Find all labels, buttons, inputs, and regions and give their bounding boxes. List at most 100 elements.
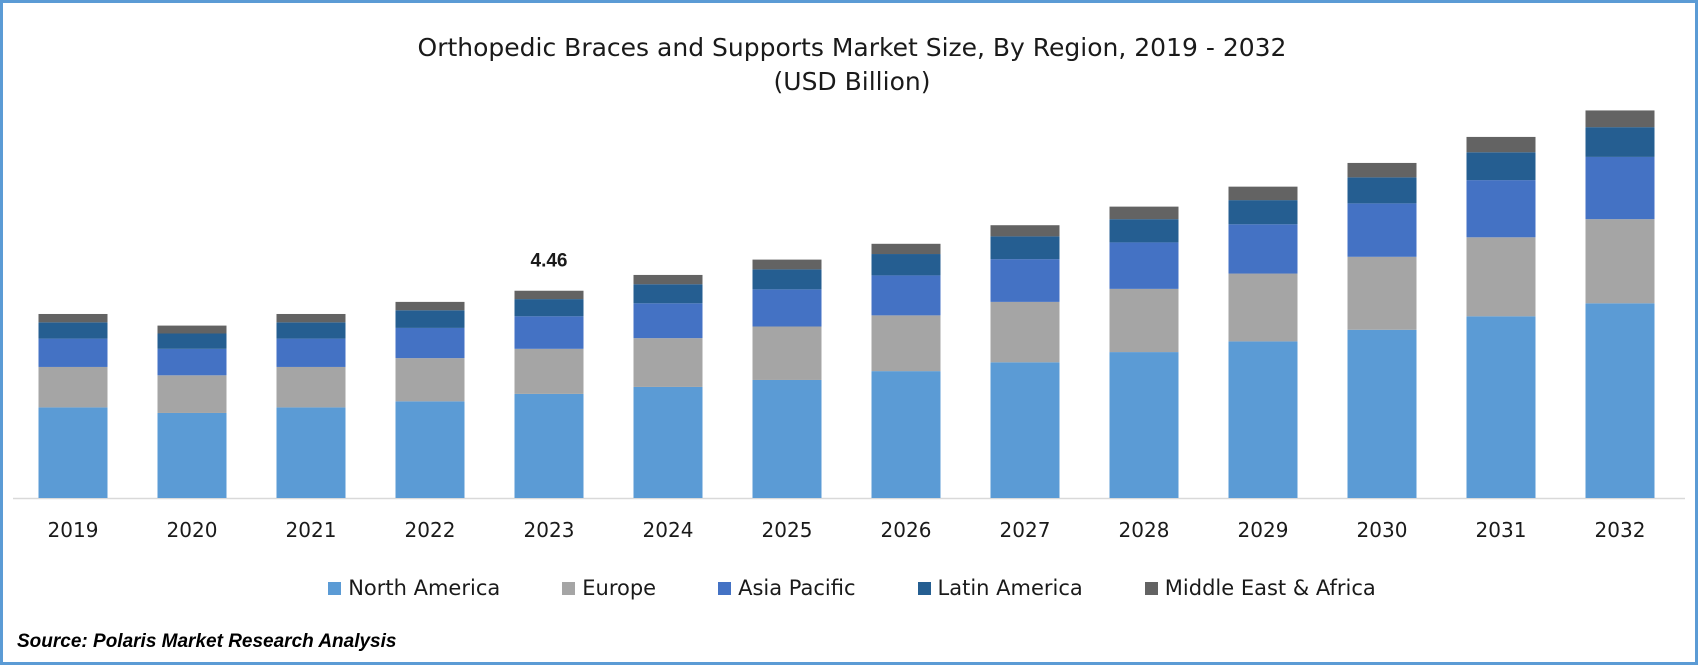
bar-segment-asia-pacific-2030 (1347, 203, 1417, 257)
legend-label: Middle East & Africa (1164, 576, 1376, 600)
bar-segment-middle-east-africa-2030 (1347, 162, 1417, 178)
chart-subtitle: (USD Billion) (773, 67, 931, 96)
bar-segment-europe-2027 (990, 301, 1060, 363)
x-tick-label: 2029 (1238, 518, 1289, 542)
legend-label: Europe (582, 576, 657, 600)
bar-segment-asia-pacific-2024 (633, 303, 703, 339)
bar-segment-latin-america-2024 (633, 284, 703, 304)
x-tick-label: 2027 (1000, 518, 1051, 542)
legend-swatch (1144, 581, 1158, 595)
legend-item-north-america: North America (328, 576, 500, 600)
legend-item-europe: Europe (562, 576, 656, 600)
bar-segment-asia-pacific-2028 (1109, 242, 1179, 289)
chart-title: Orthopedic Braces and Supports Market Si… (417, 33, 1287, 62)
legend-swatch (718, 581, 732, 595)
x-tick-label: 2020 (167, 518, 218, 542)
x-tick-label: 2031 (1476, 518, 1527, 542)
x-tick-label: 2022 (405, 518, 456, 542)
bar-segment-europe-2029 (1228, 273, 1298, 342)
bar-segment-middle-east-africa-2021 (276, 313, 346, 323)
bar-segment-europe-2028 (1109, 288, 1179, 353)
bar-segment-middle-east-africa-2028 (1109, 206, 1179, 220)
bar-segment-latin-america-2021 (276, 322, 346, 339)
bar-segment-latin-america-2029 (1228, 200, 1298, 225)
bar-segment-north-america-2029 (1228, 341, 1298, 498)
legend-label: Latin America (937, 576, 1083, 600)
x-tick-label: 2032 (1595, 518, 1646, 542)
x-tick-label: 2023 (524, 518, 575, 542)
bar-segment-middle-east-africa-2022 (395, 301, 465, 311)
bar-segment-latin-america-2022 (395, 310, 465, 328)
bar-segment-middle-east-africa-2031 (1466, 136, 1536, 153)
bar-segment-north-america-2030 (1347, 329, 1417, 498)
bar-segment-asia-pacific-2031 (1466, 180, 1536, 238)
bar-segment-europe-2031 (1466, 237, 1536, 317)
chart-legend: North America Europe Asia Pacific Latin Ame… (3, 576, 1698, 600)
bar-segment-middle-east-africa-2027 (990, 225, 1060, 237)
source-note: Source: Polaris Market Research Analysis (17, 631, 397, 652)
bar-segment-middle-east-africa-2026 (871, 243, 941, 255)
bar-segment-europe-2023 (514, 348, 584, 394)
bar-segment-middle-east-africa-2025 (752, 259, 822, 270)
bar-segment-latin-america-2025 (752, 269, 822, 290)
bar-segment-europe-2019 (38, 366, 108, 408)
x-tick-label: 2024 (643, 518, 694, 542)
bar-segment-middle-east-africa-2019 (38, 313, 108, 323)
bar-segment-latin-america-2028 (1109, 219, 1179, 243)
bar-segment-north-america-2019 (38, 407, 108, 498)
bar-segment-north-america-2022 (395, 401, 465, 498)
legend-label: North America (348, 576, 501, 600)
bar-segment-asia-pacific-2029 (1228, 224, 1298, 274)
bar-segment-north-america-2020 (157, 412, 227, 498)
chart-title-block: Orthopedic Braces and Supports Market Si… (3, 31, 1698, 99)
stacked-bar-chart: 2019 2020 2021 2022 2023 4.46 2024 2025 2026 2027… (13, 110, 1685, 542)
bar-segment-middle-east-africa-2029 (1228, 186, 1298, 201)
x-tick-label: 2030 (1357, 518, 1408, 542)
x-tick-label: 2025 (762, 518, 813, 542)
bar-segment-europe-2024 (633, 338, 703, 387)
bar-segment-asia-pacific-2023 (514, 316, 584, 349)
bar-segment-europe-2021 (276, 366, 346, 408)
bar-segment-north-america-2026 (871, 371, 941, 498)
legend-item-latin-america: Latin America (917, 576, 1083, 600)
bar-segment-north-america-2025 (752, 379, 822, 498)
legend-swatch (328, 581, 342, 595)
bar-segment-north-america-2032 (1585, 303, 1655, 498)
bar-segment-asia-pacific-2021 (276, 338, 346, 367)
bar-segment-north-america-2023 (514, 393, 584, 498)
bar-segment-latin-america-2019 (38, 322, 108, 339)
bar-segment-middle-east-africa-2020 (157, 325, 227, 334)
bar-segment-europe-2032 (1585, 219, 1655, 304)
bar-segment-latin-america-2027 (990, 236, 1060, 260)
x-tick-label: 2026 (881, 518, 932, 542)
bar-segment-north-america-2031 (1466, 316, 1536, 498)
legend-swatch (917, 581, 931, 595)
legend-item-asia-pacific: Asia Pacific (718, 576, 856, 600)
bar-segment-europe-2030 (1347, 256, 1417, 330)
bar-segment-europe-2025 (752, 326, 822, 380)
bar-segment-asia-pacific-2027 (990, 259, 1060, 302)
x-tick-label: 2028 (1119, 518, 1170, 542)
data-label: 4.46 (531, 251, 568, 272)
bar-segment-asia-pacific-2032 (1585, 156, 1655, 220)
bar-segment-europe-2020 (157, 375, 227, 413)
bar-segment-latin-america-2032 (1585, 127, 1655, 157)
legend-label: Asia Pacific (738, 576, 856, 600)
bar-segment-asia-pacific-2022 (395, 327, 465, 359)
bar-segment-latin-america-2026 (871, 254, 941, 276)
legend-swatch (562, 581, 576, 595)
bar-segment-middle-east-africa-2032 (1585, 110, 1655, 128)
bar-segment-north-america-2024 (633, 386, 703, 498)
bar-segment-north-america-2027 (990, 362, 1060, 498)
bar-segment-middle-east-africa-2024 (633, 274, 703, 285)
bar-segment-latin-america-2023 (514, 299, 584, 317)
bar-segment-asia-pacific-2019 (38, 338, 108, 367)
bar-segment-latin-america-2020 (157, 333, 227, 349)
bar-segment-north-america-2021 (276, 407, 346, 498)
bar-segment-asia-pacific-2020 (157, 348, 227, 376)
legend-item-middle-east-africa: Middle East & Africa (1144, 576, 1376, 600)
bar-segment-latin-america-2031 (1466, 152, 1536, 181)
x-tick-label: 2021 (286, 518, 337, 542)
bar-segment-asia-pacific-2026 (871, 275, 941, 316)
